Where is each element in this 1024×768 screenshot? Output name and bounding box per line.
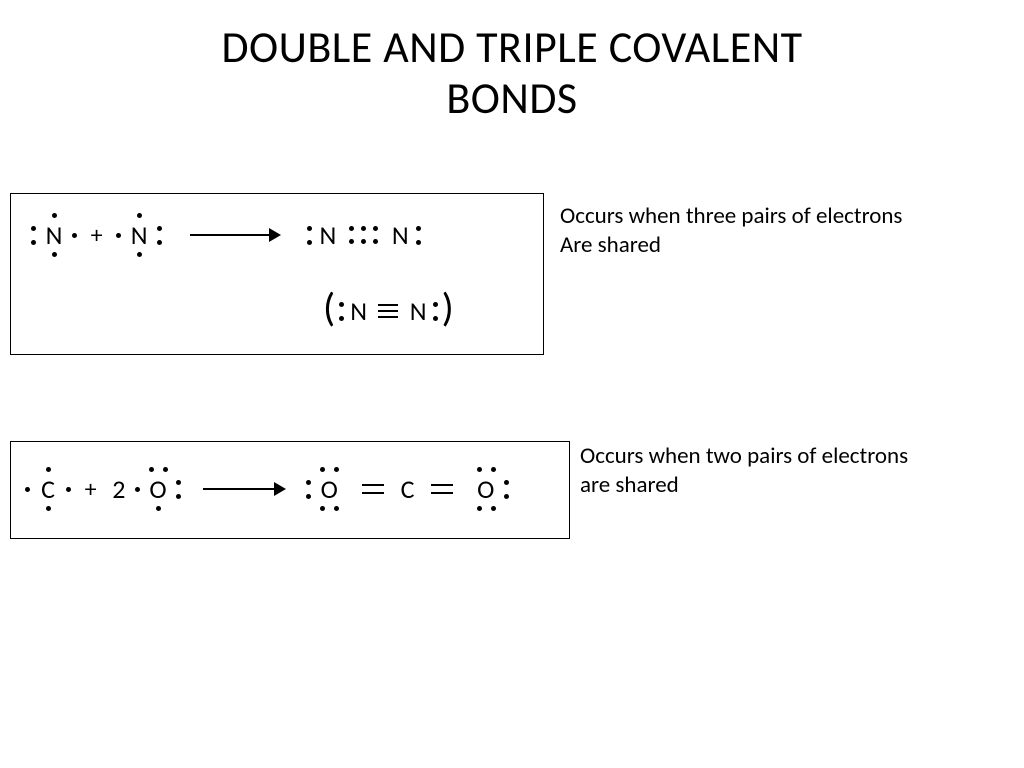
triple-caption-line-1: Occurs when three pairs of electrons	[560, 202, 902, 230]
n-atom-product-right: N	[387, 215, 421, 255]
n2-reaction-row: N + N N N	[31, 212, 421, 258]
o-atom-reactant: O	[135, 466, 181, 512]
triple-caption-line-2: Are shared	[560, 231, 661, 259]
double-caption-line-2: are shared	[580, 471, 679, 499]
n-atom-product-left: N	[307, 215, 341, 255]
c-atom-reactant: C	[25, 466, 71, 512]
arrow-icon	[190, 225, 280, 245]
triple-bond-lines-icon	[378, 301, 398, 321]
paren-open: (	[323, 283, 335, 332]
o-atom-product-right: O	[463, 466, 509, 512]
double-bond-lines-icon	[362, 481, 384, 497]
triple-bond-dots-icon	[347, 223, 381, 247]
paren-close: )	[442, 283, 454, 332]
double-bond-lines-icon	[431, 481, 453, 497]
double-bond-panel: C + 2 O O C O	[10, 441, 570, 539]
double-bond-caption: Occurs when two pairs of electrons are s…	[580, 442, 908, 500]
title-line-1: DOUBLE AND TRIPLE COVALENT	[221, 20, 802, 74]
coefficient-2: 2	[110, 473, 131, 505]
plus-icon: +	[75, 475, 107, 504]
n-atom-reactant-2: N	[116, 212, 162, 258]
title-line-2: BONDS	[446, 71, 577, 125]
n-line-left: N	[339, 291, 371, 331]
n-line-right: N	[406, 291, 438, 331]
triple-bond-panel: N + N N N ( N	[10, 193, 544, 355]
n2-line-structure: ( N N )	[323, 286, 454, 335]
double-caption-line-1: Occurs when two pairs of electrons	[580, 442, 908, 470]
triple-bond-caption: Occurs when three pairs of electrons Are…	[560, 202, 902, 260]
o-atom-product-left: O	[306, 466, 352, 512]
n-atom-reactant-1: N	[31, 212, 77, 258]
c-atom-product: C	[394, 466, 422, 512]
slide-title: DOUBLE AND TRIPLE COVALENT BONDS	[0, 22, 1024, 123]
plus-icon: +	[81, 221, 113, 250]
arrow-icon	[203, 479, 285, 499]
co2-reaction-row: C + 2 O O C O	[25, 466, 509, 512]
